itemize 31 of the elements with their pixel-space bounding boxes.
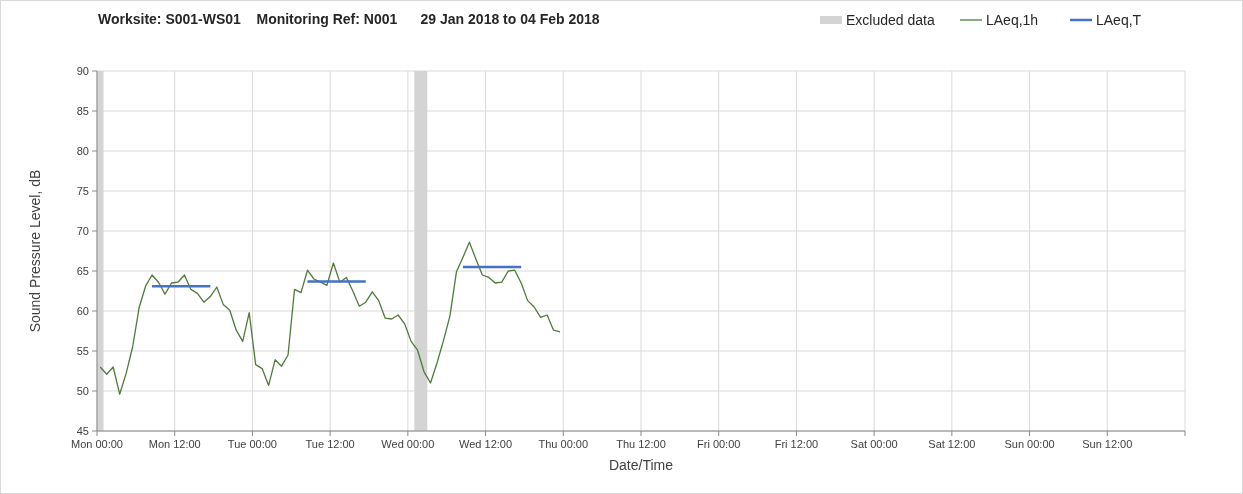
legend-label: Excluded data: [846, 12, 935, 28]
y-tick-label: 80: [76, 145, 89, 157]
x-tick-label: Wed 12:00: [459, 438, 513, 450]
x-tick-label: Wed 00:00: [381, 438, 435, 450]
x-tick-label: Sat 00:00: [850, 438, 898, 450]
legend-label: LAeq,1h: [986, 12, 1039, 28]
x-tick-label: Tue 12:00: [305, 438, 355, 450]
y-tick-label: 60: [76, 305, 89, 317]
y-axis-title: Sound Pressure Level, dB: [27, 169, 43, 333]
chart-title: Worksite: S001-WS01 Monitoring Ref: N001 29 Jan 2018 to 04 Feb 2018: [98, 11, 600, 27]
y-tick-label: 90: [76, 65, 89, 77]
y-tick-label: 75: [76, 185, 89, 197]
x-tick-label: Fri 12:00: [774, 438, 819, 450]
y-tick-label: 55: [76, 345, 89, 357]
x-axis-title: Date/Time: [608, 457, 674, 473]
y-tick-label: 50: [76, 385, 89, 397]
x-tick-label: Mon 12:00: [148, 438, 201, 450]
x-tick-label: Sat 12:00: [928, 438, 976, 450]
y-tick-label: 45: [76, 425, 89, 437]
legend-label: LAeq,T: [1096, 12, 1142, 28]
x-tick-label: Thu 12:00: [616, 438, 666, 450]
x-tick-label: Tue 00:00: [227, 438, 277, 450]
x-tick-label: Thu 00:00: [538, 438, 589, 450]
line-series: [99, 241, 561, 395]
x-tick-label: Sun 00:00: [1004, 438, 1055, 450]
x-tick-label: Mon 00:00: [71, 438, 123, 450]
y-tick-label: 85: [76, 105, 89, 117]
x-tick-label: Fri 00:00: [697, 438, 741, 450]
x-tick-label: Sun 12:00: [1082, 438, 1133, 450]
y-tick-label: 65: [76, 265, 89, 277]
y-tick-label: 70: [76, 225, 89, 237]
